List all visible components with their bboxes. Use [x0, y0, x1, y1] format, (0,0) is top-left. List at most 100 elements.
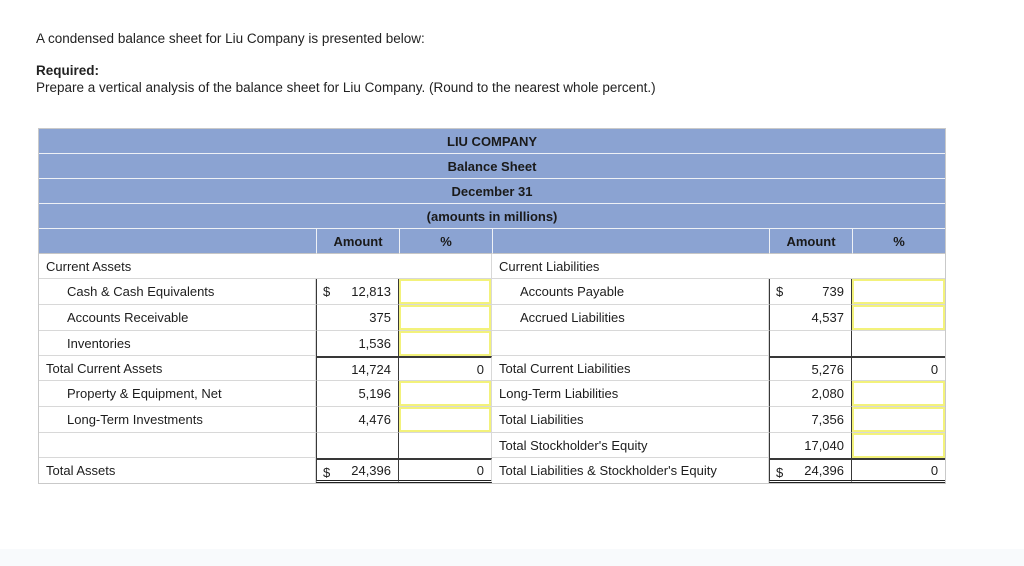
percent-cell [399, 279, 492, 305]
amount-value-blank [769, 331, 852, 356]
amount-value-blank [316, 433, 399, 458]
amount-value: $24,396 [316, 458, 399, 483]
amount-number: 4,476 [358, 412, 391, 427]
percent-input[interactable] [852, 305, 946, 330]
amount-number: 14,724 [351, 361, 391, 377]
percent-cell [399, 305, 492, 331]
percent-input[interactable] [399, 279, 491, 304]
amount-value: 5,276 [769, 356, 852, 381]
row-label: Total Liabilities [492, 407, 769, 433]
row-label: Total Current Liabilities [492, 356, 769, 381]
amount-number: 7,356 [811, 412, 844, 427]
percent-input[interactable] [399, 381, 491, 406]
table-title-date: December 31 [39, 179, 946, 204]
required-instruction: Prepare a vertical analysis of the balan… [36, 80, 656, 95]
table-row: Current Assets Current Liabilities [39, 254, 946, 279]
table-title-statement: Balance Sheet [39, 154, 946, 179]
amount-value: 1,536 [316, 331, 399, 356]
percent-value: 0 [399, 458, 492, 483]
table-row: Inventories 1,536 [39, 331, 945, 356]
percent-cell [852, 279, 946, 305]
amount-value: 7,356 [769, 407, 852, 433]
row-label: Total Assets [39, 458, 316, 483]
percent-input[interactable] [399, 305, 491, 330]
amount-value: 14,724 [316, 356, 399, 381]
column-header-amount-left: Amount [316, 229, 399, 254]
amount-value: 5,196 [316, 381, 399, 407]
row-label-blank [39, 433, 316, 458]
percent-value: 0 [399, 356, 492, 381]
balance-sheet-table: LIU COMPANY Balance Sheet December 31 (a… [38, 128, 946, 484]
table-row: Long-Term Investments 4,476 Total Liabil… [39, 407, 946, 433]
table-row: Accounts Receivable 375 Accrued Liabilit… [39, 305, 946, 331]
footer-strip [0, 549, 1024, 566]
amount-number: 5,196 [358, 386, 391, 401]
row-label-blank [492, 331, 769, 356]
balance-sheet-grid: LIU COMPANY Balance Sheet December 31 (a… [39, 129, 946, 483]
row-label: Total Stockholder's Equity [492, 433, 769, 458]
amount-number: 5,276 [811, 361, 844, 377]
amount-value: 17,040 [769, 433, 852, 458]
amount-value: $12,813 [316, 279, 399, 305]
amount-number: 12,813 [351, 284, 391, 299]
percent-cell [852, 407, 946, 433]
row-label: Accrued Liabilities [492, 305, 769, 331]
intro-text: A condensed balance sheet for Liu Compan… [36, 31, 425, 46]
required-label: Required: [36, 63, 100, 78]
column-header-percent-right: % [852, 229, 946, 254]
table-row: Cash & Cash Equivalents $12,813 Accounts… [39, 279, 946, 305]
amount-value: 4,537 [769, 305, 852, 331]
amount-number: 1,536 [358, 336, 391, 351]
amount-number: 24,396 [804, 462, 844, 478]
row-label: Inventories [39, 331, 316, 356]
row-label: Cash & Cash Equivalents [39, 279, 316, 305]
percent-cell [852, 433, 946, 458]
amount-value: $739 [769, 279, 852, 305]
row-label: Total Liabilities & Stockholder's Equity [492, 458, 769, 483]
table-row: Total Stockholder's Equity 17,040 [39, 433, 946, 458]
currency-symbol: $ [323, 284, 331, 299]
column-header-blank-left [39, 229, 316, 254]
amount-number: 24,396 [351, 462, 391, 478]
percent-input[interactable] [852, 407, 946, 432]
percent-cell [852, 381, 946, 407]
amount-number: 17,040 [804, 438, 844, 453]
section-label-current-assets: Current Assets [39, 254, 492, 279]
currency-symbol: $ [776, 284, 784, 299]
percent-input[interactable] [852, 381, 946, 406]
column-header-percent-left: % [399, 229, 492, 254]
percent-input[interactable] [852, 433, 946, 458]
table-row: Property & Equipment, Net 5,196 Long-Ter… [39, 381, 946, 407]
percent-cell [399, 381, 492, 407]
table-row: Total Assets $24,396 0 Total Liabilities… [39, 458, 946, 483]
currency-symbol: $ [776, 465, 784, 480]
amount-value: $24,396 [769, 458, 852, 483]
amount-number: 375 [369, 310, 391, 325]
row-label: Long-Term Investments [39, 407, 316, 433]
percent-cell [399, 331, 492, 356]
table-title-units: (amounts in millions) [39, 204, 946, 229]
row-label: Property & Equipment, Net [39, 381, 316, 407]
section-label-current-liabilities: Current Liabilities [492, 254, 946, 279]
percent-input[interactable] [852, 279, 946, 304]
percent-cell-blank [399, 433, 492, 458]
row-label: Accounts Receivable [39, 305, 316, 331]
column-header-amount-right: Amount [769, 229, 852, 254]
amount-number: 4,537 [811, 310, 844, 325]
amount-number: 739 [822, 284, 844, 299]
column-header-blank-right [492, 229, 769, 254]
percent-input[interactable] [399, 331, 491, 356]
table-title-company: LIU COMPANY [39, 129, 946, 154]
row-label: Total Current Assets [39, 356, 316, 381]
percent-cell [399, 407, 492, 433]
table-row: Total Current Assets 14,724 0 Total Curr… [39, 356, 946, 381]
row-label: Long-Term Liabilities [492, 381, 769, 407]
currency-symbol: $ [323, 465, 331, 480]
percent-cell [852, 305, 946, 331]
percent-value: 0 [852, 356, 946, 381]
percent-value: 0 [852, 458, 946, 483]
amount-value: 2,080 [769, 381, 852, 407]
amount-value: 375 [316, 305, 399, 331]
percent-input[interactable] [399, 407, 491, 432]
amount-number: 2,080 [811, 386, 844, 401]
